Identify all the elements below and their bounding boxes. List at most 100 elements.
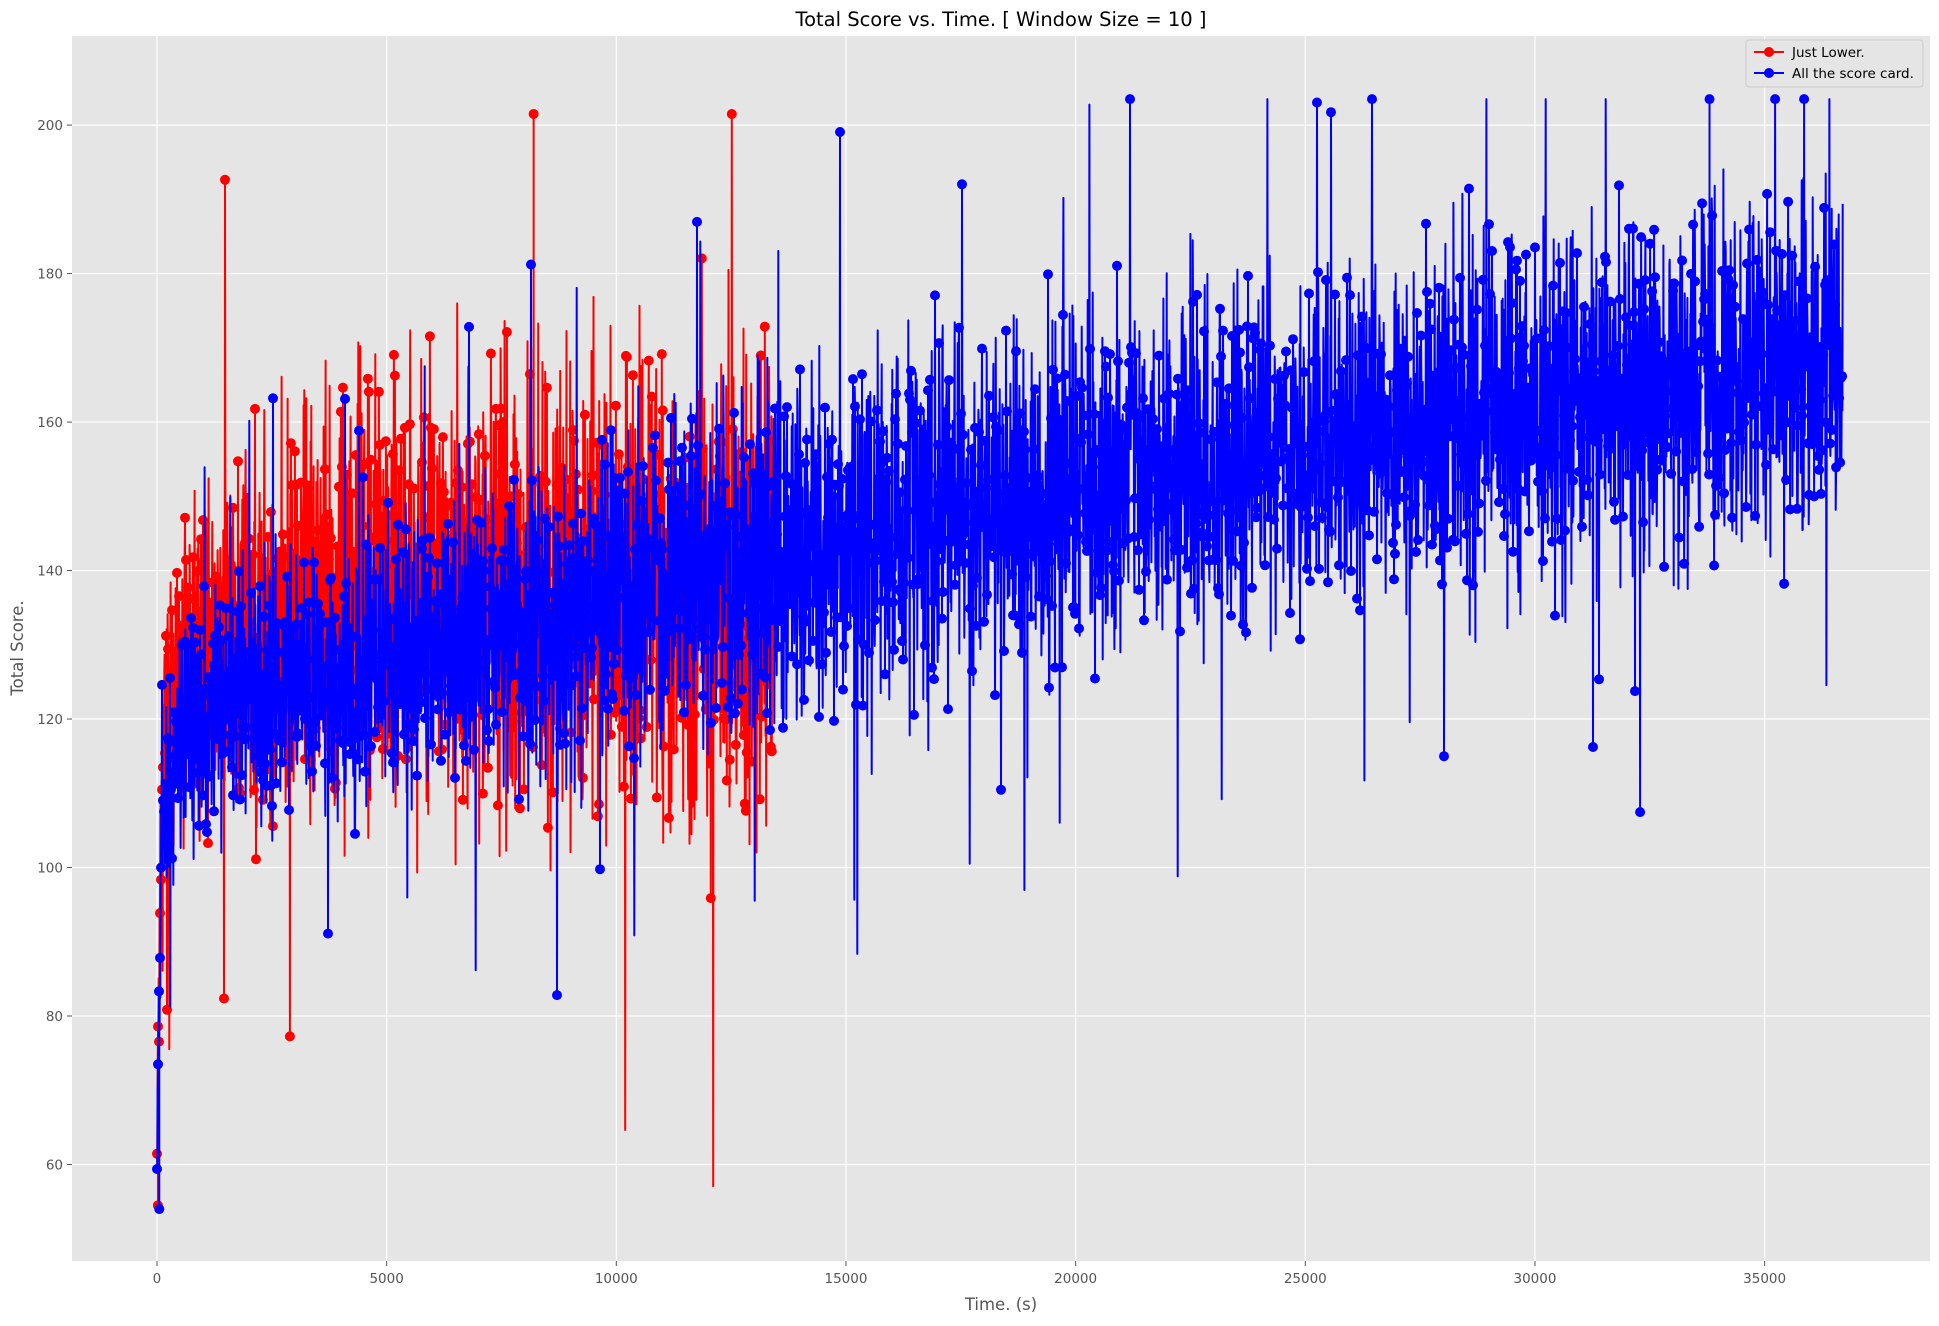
data-point: [1654, 337, 1665, 348]
data-point: [260, 758, 270, 769]
data-point: [509, 459, 520, 470]
data-point: [930, 290, 940, 301]
data-point: [593, 579, 603, 590]
data-point: [163, 644, 173, 654]
data-point: [1572, 248, 1582, 259]
data-point: [346, 488, 357, 499]
data-point: [467, 709, 477, 720]
data-point: [365, 454, 376, 465]
data-point: [1370, 442, 1380, 452]
data-point: [698, 690, 708, 701]
data-point: [1599, 383, 1609, 394]
data-point: [251, 722, 261, 733]
data-point: [1614, 180, 1624, 191]
data-point: [1013, 544, 1023, 555]
data-point: [631, 689, 641, 700]
data-point: [220, 746, 230, 757]
data-point: [595, 864, 605, 875]
data-point: [1537, 486, 1547, 496]
data-point: [786, 478, 796, 489]
data-point: [217, 589, 227, 600]
data-point: [1674, 532, 1685, 543]
data-point: [660, 685, 670, 696]
data-point: [795, 364, 805, 375]
data-point: [483, 704, 493, 715]
data-point: [1051, 488, 1061, 499]
data-point: [1559, 410, 1569, 421]
data-point: [1306, 481, 1316, 492]
data-point: [1298, 497, 1308, 508]
data-point: [1389, 574, 1399, 585]
data-point: [618, 781, 629, 792]
data-point: [1222, 420, 1232, 431]
data-point: [1815, 395, 1826, 405]
data-point: [854, 556, 864, 567]
data-point: [1258, 458, 1268, 469]
data-point: [826, 626, 836, 637]
data-point: [1122, 402, 1132, 413]
data-point: [451, 644, 461, 655]
data-point: [461, 755, 471, 766]
data-point: [1282, 483, 1292, 494]
data-point: [1385, 370, 1395, 381]
data-point: [408, 736, 418, 746]
data-point: [231, 665, 241, 675]
data-point: [855, 414, 865, 425]
data-point: [165, 672, 175, 683]
data-point: [785, 599, 795, 610]
data-point: [1019, 426, 1029, 437]
data-point: [1244, 362, 1254, 373]
data-point: [1481, 475, 1491, 486]
data-point: [544, 521, 554, 532]
data-point: [1696, 336, 1707, 347]
data-point: [250, 676, 260, 687]
data-point: [652, 555, 662, 565]
data-point: [348, 546, 359, 557]
data-point: [341, 578, 351, 589]
data-point: [610, 400, 621, 411]
data-point: [409, 724, 419, 735]
data-point: [1443, 513, 1453, 524]
data-point: [845, 462, 855, 473]
data-point: [1681, 379, 1692, 390]
data-point: [457, 702, 467, 713]
data-point: [1494, 497, 1504, 508]
data-point: [1307, 441, 1317, 452]
data-point: [1338, 431, 1348, 442]
data-point: [587, 643, 597, 654]
y-tick-label: 140: [37, 564, 63, 580]
data-point: [1251, 512, 1261, 523]
data-point: [1002, 406, 1012, 417]
data-point: [1671, 446, 1682, 457]
data-point: [452, 465, 463, 476]
data-point: [398, 547, 408, 558]
data-point: [838, 684, 848, 695]
data-point: [657, 544, 667, 555]
data-point: [954, 322, 964, 333]
data-point: [1346, 566, 1356, 576]
data-point: [596, 617, 606, 628]
data-point: [1495, 454, 1505, 465]
data-point: [507, 563, 517, 574]
data-point: [1164, 388, 1174, 399]
data-point: [804, 655, 814, 666]
data-point: [1218, 325, 1228, 336]
data-point: [319, 464, 330, 475]
data-point: [339, 591, 349, 602]
data-point: [479, 450, 490, 461]
data-point: [329, 670, 339, 681]
data-point: [1014, 619, 1024, 630]
data-point: [957, 179, 967, 190]
data-point: [880, 669, 890, 680]
data-point: [1175, 626, 1185, 637]
data-point: [566, 680, 576, 691]
data-point: [241, 722, 251, 733]
data-point: [1378, 463, 1388, 474]
data-point: [630, 544, 640, 555]
data-point: [1628, 223, 1638, 234]
data-point: [294, 651, 304, 661]
data-point: [982, 589, 992, 600]
data-point: [1592, 421, 1602, 432]
data-point: [1781, 474, 1792, 485]
